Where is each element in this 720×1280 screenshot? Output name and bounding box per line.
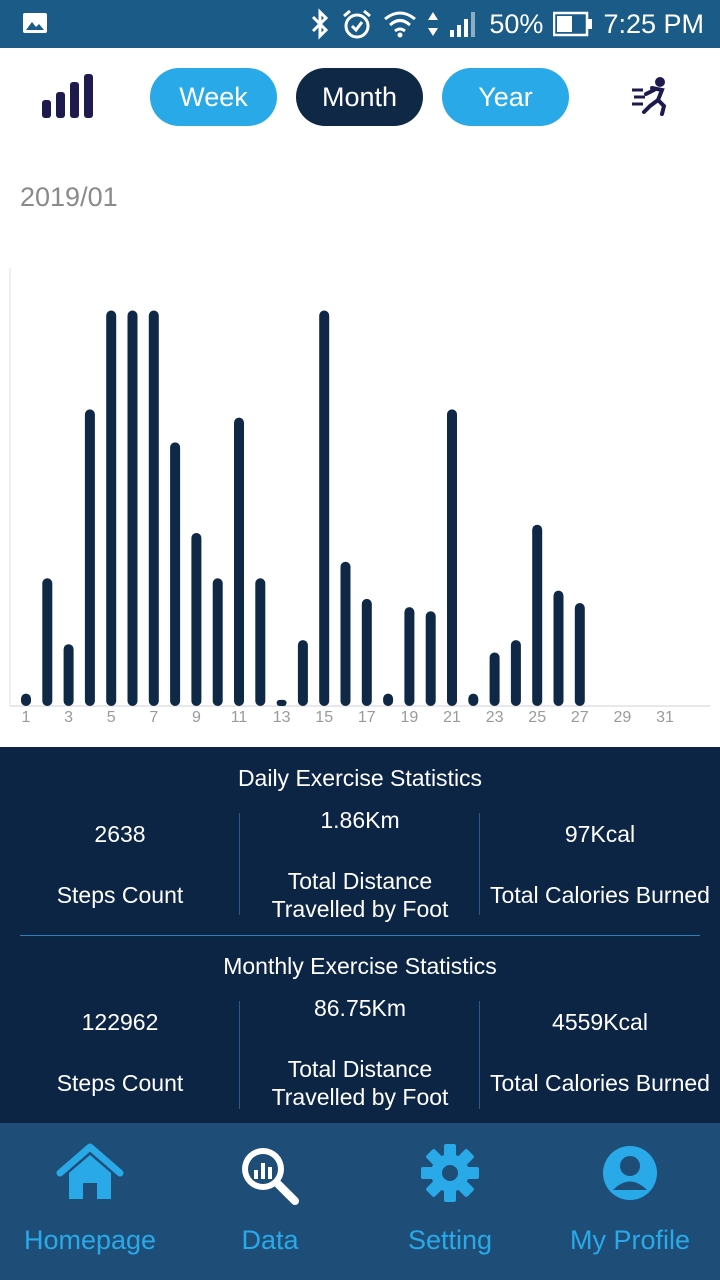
nav-setting[interactable]: Setting [360, 1123, 540, 1280]
monthly-stats-title: Monthly Exercise Statistics [223, 953, 497, 979]
gear-icon [421, 1144, 479, 1202]
bar-day-16[interactable] [340, 561, 351, 706]
monthly-distance-label-line1: Total Distance [287, 1056, 433, 1082]
bar-day-26[interactable] [553, 590, 564, 706]
profile-icon [603, 1146, 657, 1200]
x-tick-label: 3 [64, 709, 73, 726]
x-tick-label: 19 [401, 709, 419, 726]
bar-day-22[interactable] [468, 693, 479, 706]
daily-steps-value: 2638 [94, 821, 146, 847]
x-tick-label: 11 [231, 709, 248, 726]
daily-distance-value: 1.86Km [320, 807, 400, 833]
divider [479, 813, 480, 915]
bar-day-23[interactable] [489, 652, 500, 706]
bar-day-7[interactable] [148, 310, 159, 706]
divider [239, 1001, 240, 1109]
x-tick-label: 7 [149, 709, 158, 726]
nav-data-label: Data [241, 1225, 299, 1255]
nav-my-profile-label: My Profile [569, 1225, 691, 1255]
daily-calories-label: Total Calories Burned [490, 882, 710, 908]
nav-my-profile[interactable]: My Profile [540, 1123, 720, 1280]
divider [479, 1001, 480, 1109]
tab-month[interactable]: Month [296, 68, 423, 126]
nav-setting-label: Setting [407, 1225, 493, 1255]
tab-week[interactable]: Week [150, 68, 277, 126]
bar-day-10[interactable] [212, 578, 223, 706]
bar-day-5[interactable] [106, 310, 117, 706]
monthly-calories-label: Total Calories Burned [490, 1070, 710, 1096]
bar-day-9[interactable] [191, 532, 202, 706]
x-tick-label: 29 [614, 709, 632, 726]
x-tick-label: 21 [443, 709, 461, 726]
home-icon [56, 1143, 124, 1199]
nav-data[interactable]: Data [180, 1123, 360, 1280]
daily-stats-title: Daily Exercise Statistics [237, 765, 483, 791]
status-time: 7:25 PM [603, 8, 704, 39]
bar-day-24[interactable] [510, 640, 521, 706]
signal-bars-icon[interactable] [40, 72, 98, 120]
bar-day-1[interactable] [21, 693, 31, 706]
nav-homepage[interactable]: Homepage [0, 1123, 180, 1280]
gallery-notification-icon [23, 13, 47, 33]
x-tick-label: 17 [358, 709, 376, 726]
battery-icon [553, 11, 593, 37]
wifi-icon [384, 11, 417, 38]
x-tick-label: 27 [571, 709, 589, 726]
monthly-steps-bar-chart: 1 3 5 7 9 11 13 15 17 19 21 23 25 27 29 31 [9, 268, 710, 726]
monthly-distance-value: 86.75Km [313, 995, 407, 1021]
bottom-navigation: Homepage Data Se [0, 1123, 720, 1280]
x-tick-label: 31 [656, 709, 674, 726]
bar-day-17[interactable] [361, 598, 372, 706]
data-transfer-icon [428, 12, 439, 36]
battery-percent: 50% [489, 8, 544, 39]
monthly-distance-label-line2: Travelled by Foot [271, 1084, 449, 1110]
x-tick-label: 15 [315, 709, 333, 726]
monthly-calories-value: 4559Kcal [552, 1009, 648, 1035]
bar-day-19[interactable] [404, 607, 415, 706]
alarm-icon [343, 9, 372, 39]
bar-day-4[interactable] [84, 409, 95, 706]
daily-calories-value: 97Kcal [564, 821, 636, 847]
divider [239, 813, 240, 915]
bar-day-3[interactable] [63, 644, 74, 706]
monthly-steps-value: 122962 [81, 1009, 159, 1035]
data-search-icon [242, 1148, 299, 1205]
bar-day-12[interactable] [255, 578, 266, 706]
x-tick-label: 23 [486, 709, 504, 726]
bar-day-21[interactable] [447, 409, 457, 706]
bar-day-6[interactable] [127, 310, 138, 706]
period-label: 2019/01 [20, 182, 118, 212]
running-man-icon[interactable] [630, 76, 672, 116]
section-divider [20, 935, 700, 936]
x-tick-label: 25 [528, 709, 546, 726]
bar-day-13[interactable] [276, 699, 287, 706]
bar-day-8[interactable] [170, 442, 181, 706]
bar-day-18[interactable] [383, 693, 394, 706]
x-tick-label: 9 [192, 709, 201, 726]
tab-year[interactable]: Year [442, 68, 569, 126]
bar-day-25[interactable] [532, 524, 543, 706]
bar-day-15[interactable] [319, 310, 330, 706]
daily-distance-label-line2: Travelled by Foot [271, 896, 449, 922]
monthly-steps-label: Steps Count [56, 1070, 184, 1096]
status-bar: 50% 7:25 PM [0, 0, 720, 48]
daily-distance-label-line1: Total Distance [287, 868, 433, 894]
x-tick-label: 5 [107, 709, 116, 726]
nav-homepage-label: Homepage [23, 1225, 157, 1255]
bar-day-27[interactable] [574, 603, 585, 706]
bluetooth-icon [312, 8, 329, 40]
exercise-stats-panel: Daily Exercise Statistics 2638 Steps Cou… [0, 747, 720, 1123]
daily-steps-label: Steps Count [56, 882, 184, 908]
bar-day-11[interactable] [234, 417, 244, 706]
signal-icon [450, 12, 476, 37]
bar-day-14[interactable] [297, 640, 308, 706]
x-tick-label: 13 [273, 709, 291, 726]
bar-day-2[interactable] [42, 578, 53, 706]
bar-day-20[interactable] [425, 611, 436, 706]
x-tick-label: 1 [22, 709, 31, 726]
